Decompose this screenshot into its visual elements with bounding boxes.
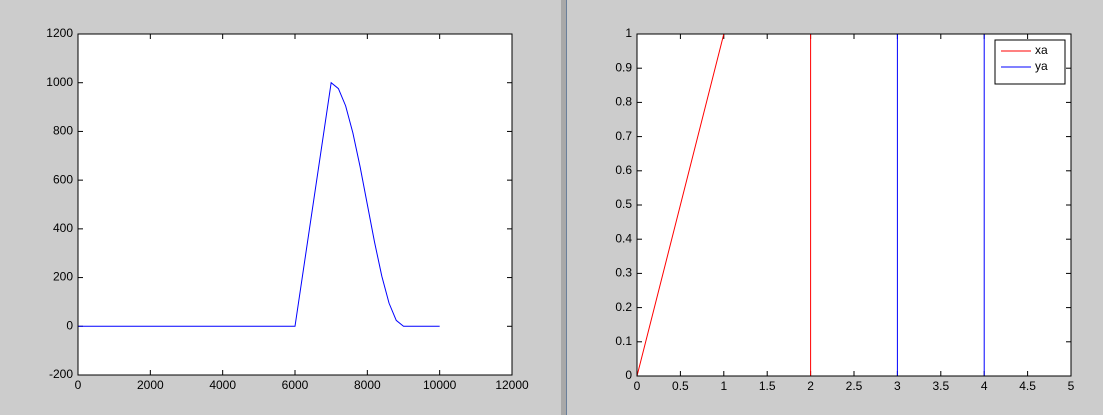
x-tick-label: 6000 [282,378,309,392]
y-tick-label: 0.5 [615,197,632,211]
line [78,81,440,327]
y-tick-label: 200 [53,270,73,284]
axes-frame [636,33,1072,377]
x-tick-label: 5 [1068,379,1075,393]
y-tick-label: -200 [49,367,73,381]
y-tick-label: 0.9 [615,60,632,74]
axes-frame [77,33,513,376]
x-tick-label: 4000 [209,378,236,392]
x-tick-label: 4 [981,379,988,393]
x-tick-label: 4.5 [1019,379,1036,393]
x-tick-label: 12000 [495,378,529,392]
y-tick-label: 800 [53,124,73,138]
y-tick-label: 1000 [46,75,73,89]
legend-box [994,39,1066,85]
x-tick-label: 0.5 [672,379,689,393]
y-tick-label: 0 [66,318,73,332]
x-tick-label: 3.5 [932,379,949,393]
x-tick-label: 1.5 [759,379,776,393]
x-tick-label: 3 [894,379,901,393]
y-tick-label: 1 [625,26,632,40]
x-tick-label: 1 [720,379,727,393]
window-edge [566,0,567,415]
axes-background [637,34,1071,376]
x-tick-label: 2.5 [846,379,863,393]
x-tick-label: 0 [75,378,82,392]
window-divider [561,0,566,415]
y-tick-label: 0.7 [615,129,632,143]
x-tick-label: 2 [807,379,814,393]
y-tick-label: 600 [53,172,73,186]
x-tick-label: 8000 [354,378,381,392]
legend-label: xa [1035,43,1048,57]
y-tick-label: 0.6 [615,163,632,177]
y-tick-label: 0.4 [615,231,632,245]
y-tick-label: 400 [53,221,73,235]
y-tick-label: 0 [625,368,632,382]
x-tick-label: 2000 [137,378,164,392]
y-tick-label: 1200 [46,26,73,40]
y-tick-label: 0.3 [615,266,632,280]
legend-label: ya [1035,59,1048,73]
y-tick-label: 0.8 [615,95,632,109]
y-tick-label: 0.1 [615,334,632,348]
axes-background [78,34,512,375]
x-tick-label: 10000 [423,378,457,392]
x-tick-label: 0 [634,379,641,393]
y-tick-label: 0.2 [615,300,632,314]
